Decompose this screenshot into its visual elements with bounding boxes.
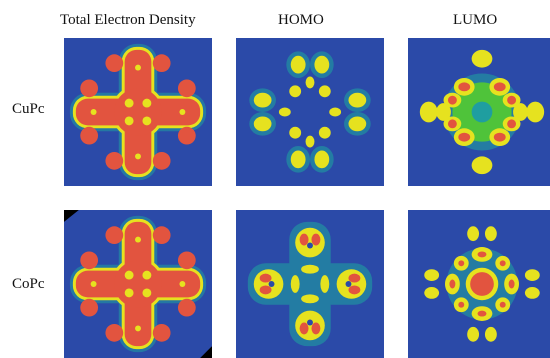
density-map-copc-homo [236, 210, 384, 358]
density-map-cupc-lumo [408, 38, 550, 186]
column-title-homo: HOMO [278, 12, 324, 28]
column-title-lumo: LUMO [453, 12, 498, 28]
density-map-copc-total [64, 210, 212, 358]
row-title-copc: CoPc [12, 276, 45, 292]
panel-copc-total-density [64, 210, 212, 358]
panel-cupc-lumo [408, 38, 550, 186]
panel-cupc-total-density [64, 38, 212, 186]
density-map-copc-lumo [408, 210, 550, 358]
panel-cupc-homo [236, 38, 384, 186]
panel-copc-lumo [408, 210, 550, 358]
column-title-total-density: Total Electron Density [60, 12, 196, 28]
panel-copc-homo [236, 210, 384, 358]
density-map-cupc-total [64, 38, 212, 186]
density-map-cupc-homo [236, 38, 384, 186]
row-title-cupc: CuPc [12, 101, 45, 117]
